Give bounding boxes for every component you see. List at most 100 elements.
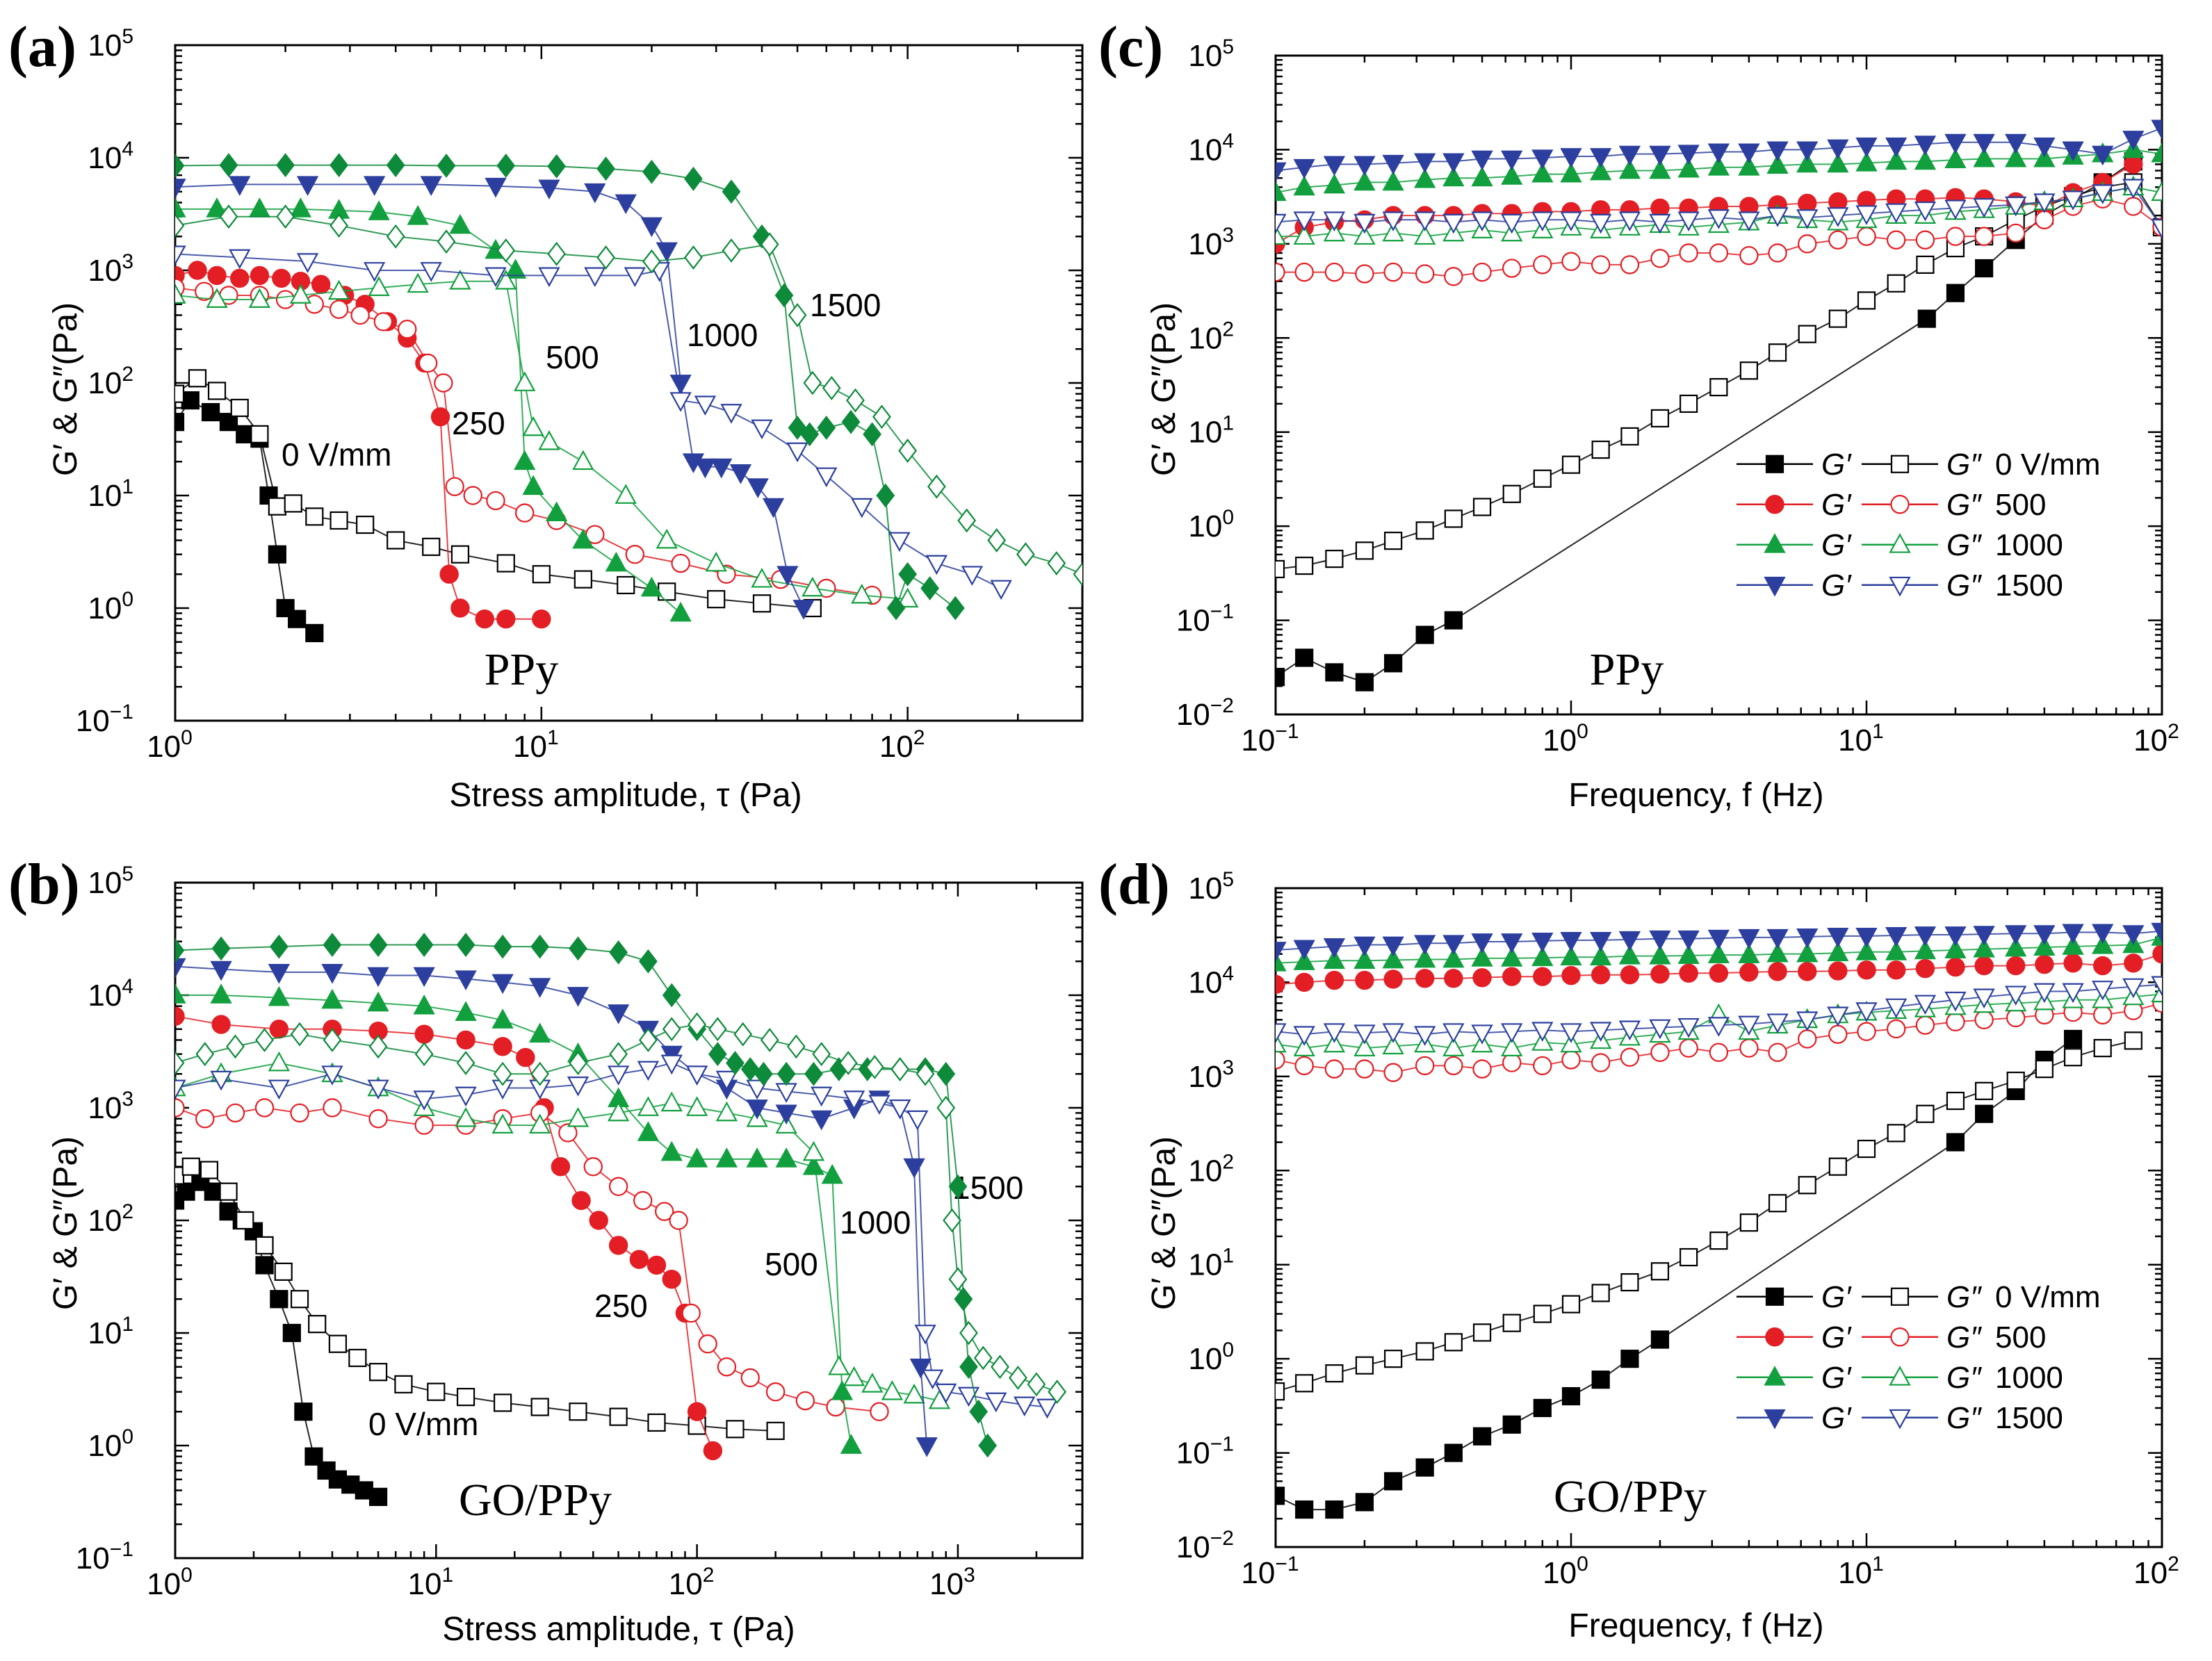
data-point xyxy=(978,1433,998,1458)
data-point xyxy=(726,1420,745,1439)
data-point xyxy=(608,1177,628,1196)
data-point xyxy=(1887,274,1905,293)
data-point xyxy=(1382,1023,1404,1043)
data-point xyxy=(1276,224,1287,245)
data-point xyxy=(1855,940,1878,960)
data-point xyxy=(1798,234,1817,254)
data-point xyxy=(903,1383,925,1404)
data-point xyxy=(175,958,186,979)
data-point xyxy=(1590,213,1612,234)
data-point xyxy=(1324,1059,1344,1079)
data-point xyxy=(916,1437,938,1457)
data-point xyxy=(1294,972,1314,992)
series xyxy=(175,204,1082,587)
data-point xyxy=(717,1357,737,1377)
data-point xyxy=(368,1487,388,1506)
data-point xyxy=(181,391,200,410)
data-point xyxy=(1677,145,1700,165)
data-point xyxy=(1531,933,1554,953)
data-point xyxy=(886,596,906,621)
data-point xyxy=(1384,532,1403,550)
data-point xyxy=(494,1393,512,1412)
data-point xyxy=(788,303,807,327)
data-point xyxy=(547,241,567,266)
data-point xyxy=(545,501,568,521)
data-point xyxy=(496,554,515,573)
data-point xyxy=(175,1098,185,1118)
data-point xyxy=(646,1255,667,1275)
data-point xyxy=(1796,928,1819,949)
series xyxy=(175,245,1012,600)
data-point xyxy=(496,609,516,629)
data-point xyxy=(1355,1493,1374,1512)
data-point xyxy=(455,1107,477,1127)
data-point xyxy=(584,183,606,204)
data-point xyxy=(363,262,386,282)
data-point xyxy=(1649,1019,1671,1040)
data-point xyxy=(226,1034,245,1059)
data-point xyxy=(1620,1273,1639,1292)
x-tick-label-exponent: 2 xyxy=(913,726,925,749)
data-point xyxy=(1442,153,1465,174)
data-point xyxy=(1764,1409,1786,1430)
data-point xyxy=(210,960,232,981)
data-point xyxy=(1764,1366,1786,1386)
data-point xyxy=(1765,1287,1784,1306)
data-point xyxy=(694,395,717,416)
data-point xyxy=(529,1113,551,1134)
plot-area xyxy=(1276,120,2162,692)
data-point xyxy=(2151,181,2162,202)
data-point xyxy=(888,532,911,553)
data-point xyxy=(288,609,307,628)
data-point xyxy=(605,551,628,572)
data-point xyxy=(1827,941,1849,962)
data-point xyxy=(2005,133,2027,154)
data-point xyxy=(255,1236,274,1255)
data-point xyxy=(1442,947,1465,968)
data-point xyxy=(2092,981,2114,1001)
data-point xyxy=(1415,625,1434,644)
data-point xyxy=(1276,1023,1287,1043)
data-point xyxy=(1887,1124,1905,1143)
data-point xyxy=(1768,962,1787,981)
data-point xyxy=(2062,190,2084,211)
data-point xyxy=(2033,925,2056,945)
data-point xyxy=(1353,224,1376,245)
data-point xyxy=(1857,1022,1876,1041)
data-point xyxy=(1415,1056,1435,1076)
data-point xyxy=(2035,954,2054,974)
data-point xyxy=(754,1061,773,1086)
x-tick-label-exponent: 0 xyxy=(1577,1553,1588,1576)
data-point xyxy=(321,1065,343,1086)
x-tick-label-exponent: 2 xyxy=(2168,720,2179,743)
legend: G′ G″ 0 V/mm G′ G″ 500 G′ G″ 1000 G′ G″ 1500 xyxy=(1737,448,2101,603)
y-tick-label-exponent: −2 xyxy=(1210,694,1234,717)
data-point xyxy=(1276,162,1287,183)
y-tick-label-exponent: −1 xyxy=(110,1538,133,1561)
data-point xyxy=(529,978,551,998)
data-point xyxy=(1414,211,1436,231)
data-point xyxy=(1677,211,1700,231)
data-point xyxy=(1974,227,1994,246)
data-point xyxy=(522,475,544,496)
y-tick-label-exponent: 1 xyxy=(1222,412,1234,435)
data-point xyxy=(1914,149,1937,170)
data-point xyxy=(2005,985,2027,1006)
data-point xyxy=(1828,1024,1848,1044)
data-point xyxy=(708,1017,727,1042)
data-point xyxy=(2124,154,2143,174)
legend-symbol-label: G′ xyxy=(1821,1320,1852,1355)
data-point xyxy=(708,1042,727,1067)
data-point xyxy=(1649,930,1671,951)
data-point xyxy=(485,177,507,198)
data-point xyxy=(486,491,505,511)
data-point xyxy=(640,576,663,597)
panel-label: (d) xyxy=(1098,852,1170,917)
data-point xyxy=(175,1006,185,1026)
y-tick-label-exponent: 2 xyxy=(1222,1150,1234,1173)
data-point xyxy=(195,1042,215,1067)
data-point xyxy=(229,176,251,197)
data-point xyxy=(367,1079,389,1100)
data-point xyxy=(2033,983,2056,1004)
